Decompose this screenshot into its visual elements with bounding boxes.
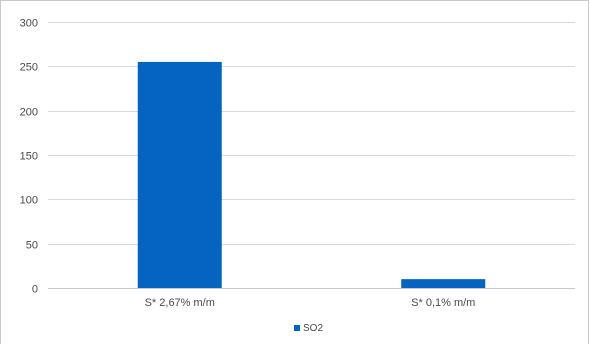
bar-1 [137,61,222,289]
y-tick-label: 0 [32,284,38,296]
y-tick-label: 150 [20,151,38,163]
gridlines [48,22,575,289]
legend-swatch-so2 [294,325,300,331]
y-tick-label: 100 [20,195,38,207]
legend-label-so2: SO2 [303,323,323,334]
bars [137,61,486,289]
y-tick-label: 300 [20,18,38,30]
bar-2 [401,279,486,288]
x-tick-label: S* 2,67% m/m [145,297,215,309]
legend: SO2 [294,323,323,334]
y-axis-ticks: 0 50 100 150 200 250 300 [20,18,38,296]
y-tick-label: 250 [20,62,38,74]
y-tick-label: 50 [26,240,38,252]
x-tick-label: S* 0,1% m/m [411,297,475,309]
x-axis-ticks: S* 2,67% m/m S* 0,1% m/m [145,297,476,309]
y-tick-label: 200 [20,107,38,119]
